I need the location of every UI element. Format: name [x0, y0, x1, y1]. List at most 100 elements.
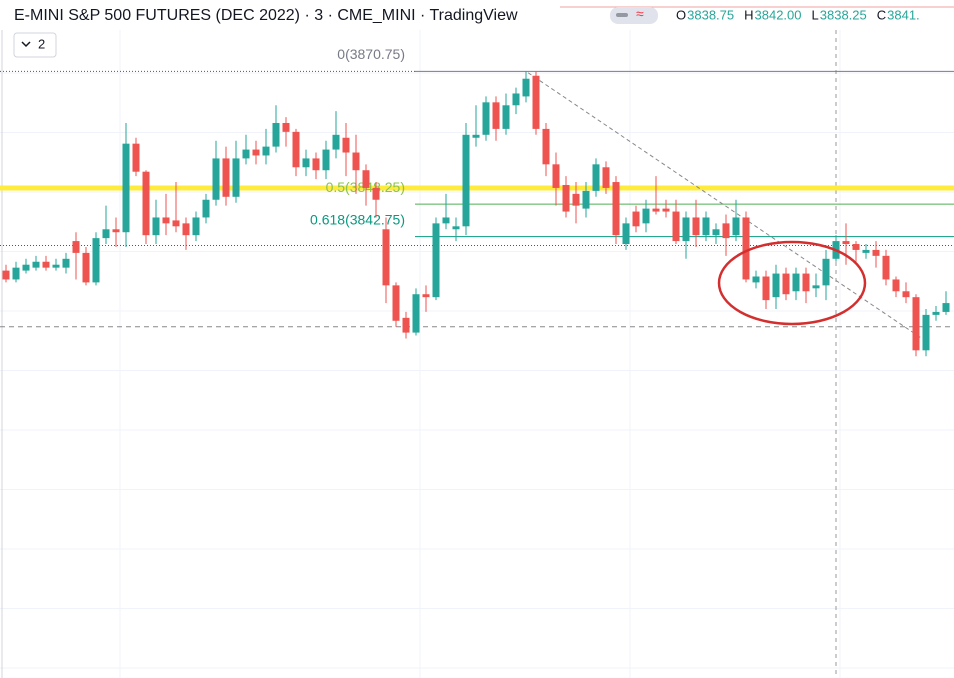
ohlc-value: 3841.: [887, 7, 920, 22]
ohlc-key: H: [744, 7, 753, 22]
trend-line: [525, 70, 927, 342]
candle-body: [32, 261, 40, 268]
candle-body: [2, 270, 10, 280]
candle-body: [212, 158, 220, 200]
candle-body: [462, 134, 470, 227]
status-pill[interactable]: [610, 7, 658, 24]
candle-body: [302, 158, 310, 168]
candle-body: [232, 158, 240, 197]
candle-body: [22, 264, 30, 271]
header-bar: [0, 0, 954, 30]
candle-body: [192, 217, 200, 236]
candle-body: [92, 238, 100, 283]
candle-body: [732, 217, 740, 236]
candle-body: [272, 122, 280, 147]
candle-body: [172, 220, 180, 227]
candle-body: [202, 199, 210, 218]
candle-body: [542, 128, 550, 165]
candle-body: [142, 171, 150, 236]
candle-body: [752, 276, 760, 283]
candle-body: [122, 143, 130, 233]
candles: [2, 71, 950, 357]
candle-body: [332, 134, 340, 150]
candle-body: [362, 170, 370, 188]
candle-body: [402, 317, 410, 333]
ohlc-value: 3838.25: [820, 7, 867, 22]
candle-body: [532, 75, 540, 129]
candle-body: [852, 244, 860, 250]
candle-body: [912, 297, 920, 351]
candle-body: [262, 146, 270, 156]
candle-body: [472, 134, 480, 138]
candle-body: [712, 229, 720, 236]
candle-body: [452, 226, 460, 230]
candle-body: [632, 211, 640, 227]
ohlc-value: 3842.00: [755, 7, 802, 22]
status-icon: ≈: [636, 6, 644, 22]
candle-body: [112, 229, 120, 233]
candle-body: [682, 217, 690, 242]
indicator-toggle[interactable]: [13, 32, 57, 58]
candle-body: [322, 149, 330, 171]
candle-body: [942, 303, 950, 312]
candle-body: [152, 217, 160, 236]
header-ohlc: O 3838.75 H 3842.00 L 3838.25 C 3841.: [676, 7, 920, 22]
candle-body: [742, 217, 750, 280]
grid: [0, 30, 954, 678]
candle-body: [282, 122, 290, 132]
candle-body: [662, 208, 670, 212]
candle-body: [882, 255, 890, 280]
candle-body: [692, 217, 700, 236]
candle-body: [812, 285, 820, 289]
candle-body: [762, 276, 770, 301]
candle-body: [842, 241, 850, 245]
fib-label: 0(3870.75): [337, 46, 405, 62]
candle-body: [482, 102, 490, 135]
candle-body: [622, 223, 630, 245]
candle-body: [412, 294, 420, 333]
ohlc-key: L: [812, 7, 819, 22]
candle-body: [62, 258, 70, 268]
candle-body: [52, 264, 60, 268]
ohlc-key: O: [676, 7, 686, 22]
candle-body: [892, 279, 900, 292]
candle-body: [782, 273, 790, 295]
status-icon: [616, 13, 628, 17]
highlight-ellipse: [717, 240, 867, 326]
candle-body: [592, 164, 600, 191]
candle-body: [822, 258, 830, 286]
candle-body: [932, 311, 940, 315]
candle-body: [902, 291, 910, 298]
candle-body: [432, 223, 440, 298]
candle-body: [642, 208, 650, 224]
candle-body: [442, 217, 450, 224]
ohlc-key: C: [877, 7, 886, 22]
fib-label: 0.618(3842.75): [310, 211, 405, 227]
candle-body: [372, 187, 380, 200]
candle-body: [602, 167, 610, 188]
candle-body: [612, 182, 620, 236]
candle-body: [392, 285, 400, 321]
candle-body: [572, 193, 580, 206]
candle-body: [512, 93, 520, 106]
candle-body: [242, 149, 250, 159]
candle-body: [102, 229, 110, 239]
ohlc-value: 3838.75: [687, 7, 734, 22]
candle-body: [582, 190, 590, 209]
candle-body: [772, 273, 780, 298]
candle-body: [722, 223, 730, 239]
candle-body: [292, 131, 300, 168]
candle-body: [802, 273, 810, 292]
candle-body: [132, 143, 140, 172]
candle-body: [352, 152, 360, 171]
candle-body: [342, 137, 350, 153]
candle-body: [222, 158, 230, 197]
candle-body: [672, 211, 680, 242]
candle-body: [72, 241, 80, 253]
candle-body: [422, 294, 430, 298]
candle-body: [652, 208, 660, 212]
candle-body: [382, 229, 390, 286]
candle-body: [792, 273, 800, 292]
